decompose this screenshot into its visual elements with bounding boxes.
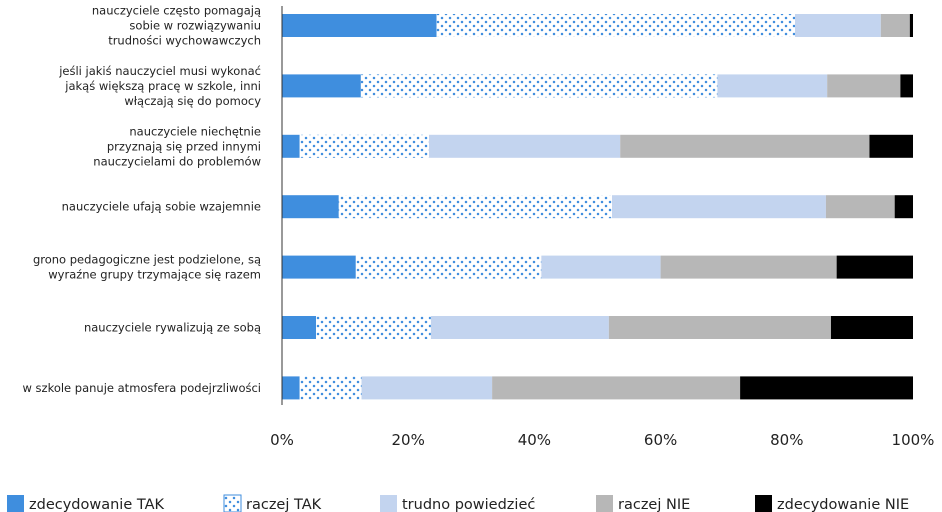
category-label-2: jeśli jakiś nauczyciel musi wykonać jakąś… (58, 64, 261, 108)
bar-segment-6-series-4 (608, 316, 831, 339)
bar-segment-1-series-2 (436, 14, 796, 37)
bar-segment-2-series-5 (900, 74, 913, 98)
legend-swatch (596, 495, 613, 512)
bar-segment-1-series-3 (795, 14, 881, 37)
bar-segment-7-series-1 (282, 376, 300, 400)
x-tick-label: 60% (644, 431, 677, 449)
bar-segment-7-series-5 (740, 376, 913, 400)
category-label-1: nauczyciele często pomagają sobie w rozwi… (92, 4, 261, 48)
category-label-6: nauczyciele rywalizują ze sobą (84, 321, 261, 335)
bar-segment-2-series-3 (717, 74, 828, 98)
bar-segment-4-series-4 (825, 195, 895, 219)
x-tick-label: 100% (892, 431, 935, 449)
bar-segment-4-series-3 (612, 195, 826, 219)
legend-swatch (223, 494, 242, 512)
bar-segment-7-series-3 (361, 376, 493, 400)
bar-segment-3-series-4 (620, 134, 870, 158)
category-labels: nauczyciele często pomagają sobie w rozwi… (22, 4, 261, 395)
legend: zdecydowanie TAK raczej TAK trudno powiedz… (7, 494, 909, 512)
x-tick-label: 20% (392, 431, 425, 449)
bar-segment-3-series-3 (429, 134, 621, 158)
bar-segment-5-series-4 (660, 255, 837, 279)
bar-segment-6-series-3 (430, 316, 609, 339)
bar-segment-4-series-1 (282, 195, 339, 219)
bar-segment-7-series-4 (492, 376, 741, 400)
bar-segment-4-series-2 (338, 195, 613, 219)
bar-segment-6-series-5 (830, 316, 913, 339)
bar-segment-3-series-1 (282, 134, 300, 158)
category-label-4: nauczyciele ufają sobie wzajemnie (62, 200, 261, 214)
bar-segment-1-series-5 (909, 14, 913, 37)
bar-segment-4-series-5 (894, 195, 913, 219)
legend-label: trudno powiedzieć (402, 497, 535, 512)
bar-segment-2-series-2 (360, 74, 718, 98)
bar-segment-6-series-1 (282, 316, 317, 339)
bar-segment-5-series-1 (282, 255, 356, 279)
legend-swatch (380, 495, 397, 512)
bar-segment-2-series-4 (827, 74, 901, 98)
bar-segment-6-series-2 (316, 316, 431, 339)
bar-segment-5-series-3 (541, 255, 661, 279)
category-label-3: nauczyciele niechętnie przyznają się prze… (93, 124, 261, 168)
category-label-7: w szkole panuje atmosfera podejrzliwości (22, 381, 261, 395)
x-tick-label: 80% (770, 431, 803, 449)
x-tick-label: 40% (518, 431, 551, 449)
bar-segment-5-series-5 (836, 255, 913, 279)
bar-segment-3-series-2 (299, 134, 430, 158)
legend-label: raczej NIE (618, 497, 690, 512)
bar-segment-3-series-5 (869, 134, 913, 158)
bar-segment-1-series-1 (282, 14, 437, 37)
bars-layer (282, 14, 913, 400)
legend-label: raczej TAK (246, 497, 322, 512)
x-tick-label: 0% (270, 431, 294, 449)
x-axis-ticks: 0% 20% 40% 60% 80% 100% (270, 431, 934, 449)
bar-segment-7-series-2 (299, 376, 362, 400)
legend-label: zdecydowanie NIE (777, 497, 909, 512)
bar-segment-5-series-2 (355, 255, 542, 279)
bar-segment-1-series-4 (880, 14, 910, 37)
legend-label: zdecydowanie TAK (29, 497, 165, 512)
legend-swatch (755, 495, 772, 512)
category-label-5: grono pedagogiczne jest podzielone, są wy… (33, 253, 261, 282)
bar-segment-2-series-1 (282, 74, 361, 98)
legend-swatch (7, 495, 24, 512)
